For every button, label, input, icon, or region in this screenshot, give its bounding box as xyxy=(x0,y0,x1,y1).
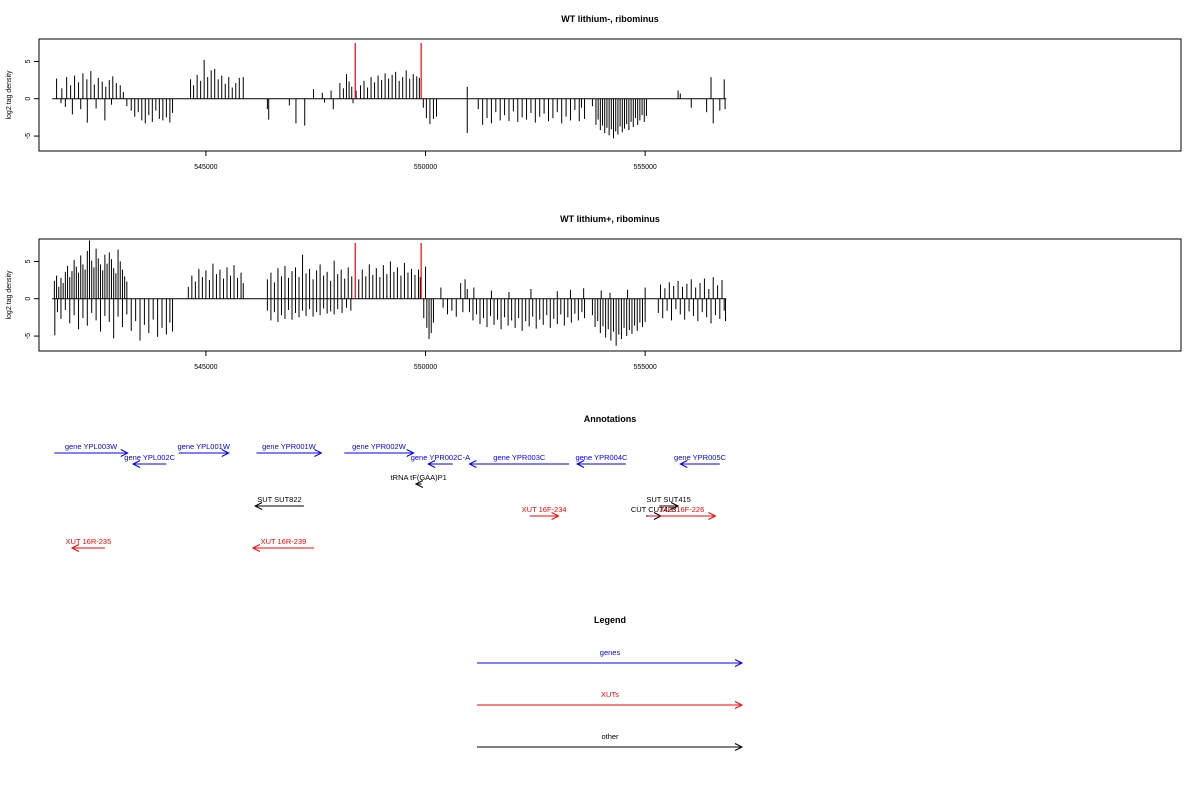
x-tick-label: 545000 xyxy=(194,364,217,371)
feature-arrow-head xyxy=(314,449,323,457)
x-tick-label: 550000 xyxy=(414,364,437,371)
panel-1-y-axis: -5 0 5 xyxy=(25,59,39,139)
feature-label: gene YPR001W xyxy=(262,442,317,451)
panel-lithium-plus: WT lithium+, ribominus log2 tag density … xyxy=(6,214,1182,371)
feature-arrow-head xyxy=(253,502,263,510)
feature-label: gene YPR002W xyxy=(352,442,407,451)
feature-arrow-head xyxy=(551,512,560,520)
feature-label: CUT CUT423 xyxy=(631,505,676,514)
panel-2-bars xyxy=(53,240,727,346)
panel-1-title: WT lithium-, ribominus xyxy=(561,14,659,24)
feature-arrow-head xyxy=(406,449,415,457)
feature-label: gene YPR005C xyxy=(674,453,727,462)
feature-arrow-head xyxy=(670,502,680,510)
feature-arrow-head xyxy=(708,512,717,520)
y-tick-label: 5 xyxy=(25,259,32,263)
feature-label: SUT SUT822 xyxy=(257,495,301,504)
legend-label: XUTs xyxy=(601,690,619,699)
panel-1-frame xyxy=(38,38,1182,152)
feature-arrow-head xyxy=(251,544,261,552)
panel-2-title: WT lithium+, ribominus xyxy=(560,214,660,224)
feature-label: XUT 16R-235 xyxy=(66,537,112,546)
panel-1-ylabel: log2 tag density xyxy=(6,70,13,120)
feature-arrow-head xyxy=(679,460,688,468)
legend-arrow-head xyxy=(734,659,744,667)
feature-label: gene YPL001W xyxy=(178,442,231,451)
legend-label: genes xyxy=(600,648,621,657)
feature-arrow-head xyxy=(70,544,80,552)
legend-label: other xyxy=(601,732,619,741)
panel-1-bars xyxy=(56,59,726,139)
panel-2-markers xyxy=(354,243,422,299)
legend-title: Legend xyxy=(594,615,626,625)
panel-1-x-axis: 545000 550000 555000 xyxy=(194,151,657,171)
feature-label: gene YPL002C xyxy=(124,453,175,462)
legend-panel: Legend genes XUTs other xyxy=(477,615,744,751)
annotations-title: Annotations xyxy=(584,414,637,424)
y-tick-label: -5 xyxy=(25,333,32,339)
y-tick-label: 5 xyxy=(25,59,32,63)
feature-label: tRNA tF(GAA)P1 xyxy=(391,473,447,482)
panel-2-ylabel: log2 tag density xyxy=(6,270,13,320)
feature-arrow-head xyxy=(414,480,424,488)
feature-arrow-head xyxy=(221,449,230,457)
legend-arrow-head xyxy=(734,743,744,751)
feature-label: gene YPR003C xyxy=(493,453,546,462)
x-tick-label: 550000 xyxy=(414,164,437,171)
feature-label: XUT 16F-234 xyxy=(522,505,567,514)
legend-arrow-head xyxy=(734,701,744,709)
panel-2-x-axis: 545000 550000 555000 xyxy=(194,351,657,371)
feature-label: gene YPR002C-A xyxy=(411,453,470,462)
panel-lithium-minus: WT lithium-, ribominus log2 tag density … xyxy=(6,14,1182,171)
y-tick-label: 0 xyxy=(25,97,32,101)
feature-label: gene YPR004C xyxy=(575,453,628,462)
x-tick-label: 545000 xyxy=(194,164,217,171)
x-tick-label: 555000 xyxy=(633,364,656,371)
feature-label: XUT 16F-226 xyxy=(659,505,704,514)
feature-label: SUT SUT415 xyxy=(646,495,690,504)
feature-arrow-head xyxy=(468,460,477,468)
legend-items: genes XUTs other xyxy=(477,648,744,751)
panel-1-markers xyxy=(354,43,422,99)
feature-arrow-head xyxy=(575,460,585,468)
feature-arrow-head xyxy=(427,460,436,468)
y-tick-label: 0 xyxy=(25,297,32,301)
feature-arrow-head xyxy=(120,449,129,457)
y-tick-label: -5 xyxy=(25,133,32,139)
feature-arrow-head xyxy=(131,460,141,468)
panel-2-frame xyxy=(38,238,1182,352)
feature-label: XUT 16R-239 xyxy=(261,537,307,546)
x-tick-label: 555000 xyxy=(633,164,656,171)
feature-label: gene YPL003W xyxy=(65,442,118,451)
panel-2-y-axis: -5 0 5 xyxy=(25,259,39,339)
